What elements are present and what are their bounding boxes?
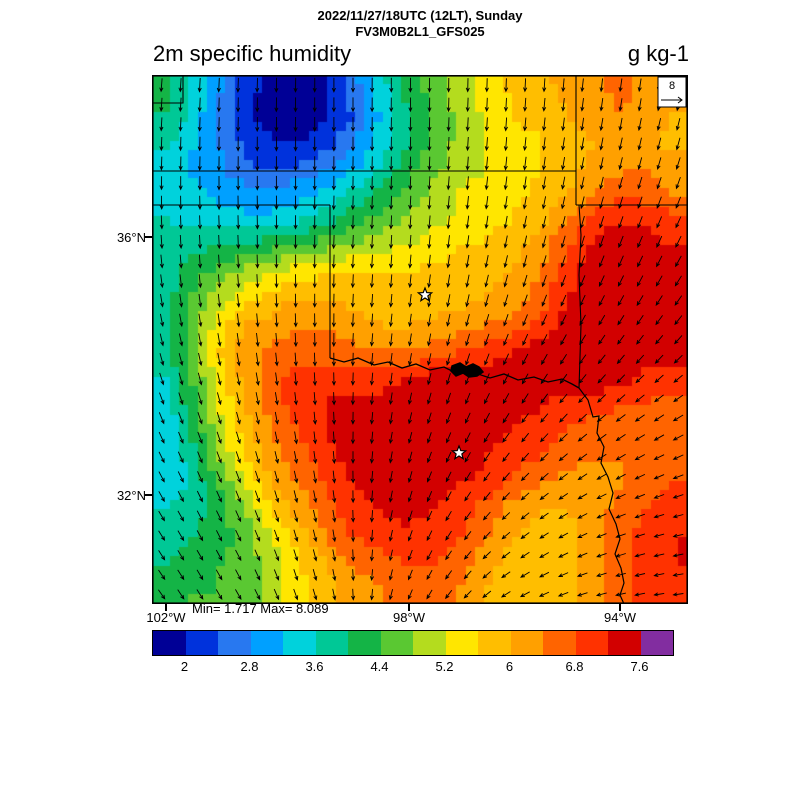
- colorbar-tick-label: 7.6: [630, 659, 649, 674]
- colorbar-block: [348, 631, 381, 655]
- colorbar-block: [608, 631, 641, 655]
- lat-label-36n: 36°N: [116, 230, 146, 245]
- colorbar-tick-label: 4.4: [370, 659, 389, 674]
- colorbar-block: [445, 631, 478, 655]
- header-model: FV3M0B2L1_GFS025: [355, 24, 485, 39]
- colorbar-block: [315, 631, 348, 655]
- wind-arrows: [158, 77, 684, 601]
- lon-label-94w: 94°W: [604, 610, 636, 625]
- colorbar-block: [218, 631, 251, 655]
- colorbar-tick-label: 6: [505, 659, 514, 674]
- lon-label-102w: 102°W: [146, 610, 186, 625]
- reference-vector-label: 8: [669, 80, 675, 92]
- colorbar-block: [575, 631, 608, 655]
- colorbar-block: [543, 631, 576, 655]
- texas-eastern-border: [578, 387, 625, 604]
- lon-label-98w: 98°W: [393, 610, 425, 625]
- colorbar-block: [380, 631, 413, 655]
- lon-tick: [619, 604, 621, 611]
- lon-tick: [165, 604, 167, 611]
- plot-title: 2m specific humidity: [153, 41, 352, 66]
- state-borders: [152, 75, 688, 389]
- colorbar-tick-label: 3.6: [305, 659, 324, 674]
- lat-label-32n: 32°N: [116, 488, 146, 503]
- colorbar-tick-label: 6.8: [565, 659, 584, 674]
- colorbar-block: [510, 631, 543, 655]
- header-datetime: 2022/11/27/18UTC (12LT), Sunday: [317, 8, 523, 23]
- minmax-annotation: Min= 1.717 Max= 8.089: [192, 601, 329, 616]
- colorbar: [152, 630, 674, 656]
- colorbar-block: [640, 631, 673, 655]
- reference-vector-box: 8: [657, 76, 687, 108]
- lat-tick: [145, 236, 152, 238]
- colorbar-block: [283, 631, 316, 655]
- lake-texoma: [450, 362, 485, 378]
- map-overlay: 8: [152, 75, 688, 604]
- colorbar-tick-label: 2.8: [240, 659, 259, 674]
- reference-vector-arrow: [661, 96, 683, 104]
- colorbar-tick-label: 5.2: [435, 659, 454, 674]
- lon-tick: [408, 604, 410, 611]
- colorbar-block: [185, 631, 218, 655]
- red-river: [329, 357, 580, 389]
- colorbar-tick-label: 2: [180, 659, 189, 674]
- lat-tick: [145, 494, 152, 496]
- colorbar-block: [478, 631, 511, 655]
- plot-units-label: g kg-1: [627, 41, 689, 66]
- map-frame: [152, 75, 688, 604]
- colorbar-block: [153, 631, 186, 655]
- colorbar-block: [413, 631, 446, 655]
- colorbar-block: [250, 631, 283, 655]
- city-star: [416, 286, 434, 303]
- city-star: [450, 444, 468, 461]
